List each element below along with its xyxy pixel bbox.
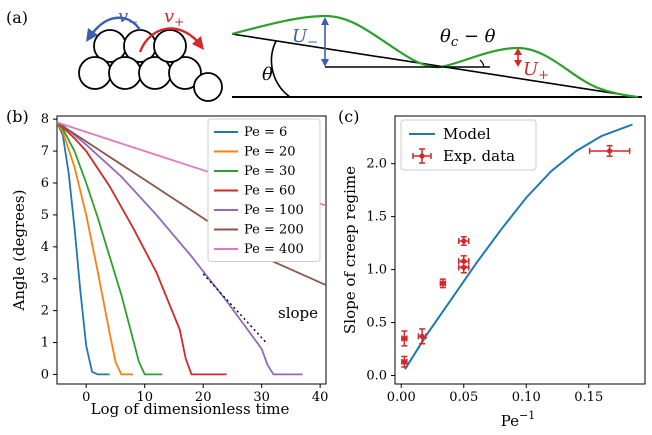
panel-a-label: (a) — [6, 8, 28, 27]
data-point — [588, 144, 631, 158]
legend-entry: Exp. data — [443, 147, 515, 165]
data-point — [401, 355, 408, 368]
slope-indicator-line — [202, 273, 269, 345]
y-tick-label: 0.0 — [366, 369, 387, 384]
panel-b-ticks: 0 10 20 30 40 0 1 2 3 4 5 6 7 8 — [41, 112, 329, 405]
y-tick-label: 0 — [41, 367, 49, 382]
legend-entry: Pe = 200 — [244, 223, 304, 238]
legend-entry: Pe = 20 — [244, 145, 296, 160]
particle — [78, 56, 112, 90]
x-tick-label: 30 — [253, 390, 270, 405]
data-point — [401, 330, 408, 347]
panel-c-label: (c) — [338, 107, 359, 126]
legend-box — [207, 118, 321, 262]
x-tick-label: 0.10 — [512, 390, 541, 405]
panel-c-model — [404, 123, 633, 370]
y-tick-label: 3 — [41, 272, 49, 287]
y-tick-label: 1.5 — [366, 210, 387, 225]
panel-b-ylabel: Angle (degrees) — [10, 190, 28, 312]
legend-entry: Pe = 30 — [244, 164, 296, 179]
legend-entry: Model — [443, 125, 491, 143]
panel-c: (c) 0.00 0.05 0.10 0.15 0.0 0.5 1.0 1.5 2.0 Pe−1… — [338, 107, 646, 430]
legend-entry: Pe = 6 — [244, 125, 287, 140]
u-minus-arrowhead-top — [321, 17, 329, 25]
panel-c-ticks: 0.00 0.05 0.10 0.15 0.0 0.5 1.0 1.5 2.0 — [366, 157, 603, 405]
particle — [108, 56, 142, 90]
u-minus-arrowhead-bottom — [321, 59, 329, 67]
series-line-1 — [57, 121, 133, 376]
data-point — [458, 255, 470, 268]
model-curve — [404, 123, 633, 370]
panel-b-xlabel: Log of dimensionless time — [91, 400, 290, 418]
panel-b-legend: Pe = 6 Pe = 20 Pe = 30 Pe = 60 Pe = 100 Pe = … — [207, 118, 321, 262]
y-tick-label: 7 — [41, 144, 49, 159]
panel-b: (b) 0 10 20 30 40 0 1 2 3 4 5 6 7 8 slope Log of dime… — [6, 107, 328, 418]
particle-cluster — [78, 29, 223, 102]
y-tick-label: 5 — [41, 208, 49, 223]
x-tick-label: 20 — [195, 390, 212, 405]
legend-entry: Pe = 100 — [244, 203, 304, 218]
v-plus-arrow — [138, 27, 199, 53]
data-point — [417, 328, 427, 345]
v-plus-label: v+ — [164, 6, 184, 29]
x-tick-label: 0.15 — [574, 390, 603, 405]
x-tick-label: 0.00 — [387, 390, 416, 405]
x-tick-label: 40 — [312, 390, 329, 405]
theta-c-minus-theta-label: θc − θ — [440, 26, 496, 50]
y-tick-label: 4 — [41, 240, 49, 255]
panel-c-experiment — [401, 144, 631, 368]
v-plus-arrowhead — [192, 36, 204, 50]
y-tick-label: 6 — [41, 176, 49, 191]
legend-entry: Pe = 60 — [244, 184, 296, 199]
small-angle-arc — [479, 59, 485, 68]
x-tick-label: 0 — [82, 390, 90, 405]
u-plus-arrowhead-top — [514, 48, 522, 55]
legend-swatch — [412, 148, 432, 164]
series-line-0 — [57, 122, 110, 376]
v-minus-arrow — [91, 16, 142, 35]
slope-annotation: slope — [278, 304, 318, 322]
y-tick-label: 2 — [41, 304, 49, 319]
v-minus-arrowhead — [86, 28, 98, 42]
series-line-3 — [57, 121, 227, 376]
panel-c-ylabel: Slope of creep regime — [341, 166, 359, 334]
legend-box — [400, 119, 537, 171]
u-minus-label: U− — [292, 26, 318, 50]
panel-a: (a) v− v+ θ U− — [6, 6, 642, 102]
series-line-2 — [57, 121, 163, 376]
x-tick-label: 10 — [136, 390, 153, 405]
u-plus-label: U+ — [523, 59, 549, 83]
y-tick-label: 1.0 — [366, 263, 387, 278]
x-tick-label: 0.05 — [449, 390, 478, 405]
particle — [153, 29, 187, 63]
data-point — [458, 236, 470, 246]
particle — [168, 56, 202, 90]
particle — [193, 72, 223, 102]
y-tick-label: 8 — [41, 112, 49, 127]
u-plus-arrowhead-bottom — [514, 60, 522, 67]
data-point — [439, 278, 447, 289]
theta-label: θ — [262, 64, 273, 85]
y-tick-label: 0.5 — [366, 316, 387, 331]
panel-c-xlabel: Pe−1 — [501, 409, 536, 430]
v-minus-label: v− — [118, 6, 138, 29]
panel-c-legend: Model Exp. data — [400, 119, 537, 171]
panel-c-axes-frame — [394, 115, 646, 385]
panel-b-axes-frame — [56, 115, 327, 385]
legend-entry: Pe = 400 — [244, 242, 304, 257]
tilted-line — [231, 33, 639, 98]
y-tick-label: 2.0 — [366, 157, 387, 172]
panel-b-label: (b) — [6, 107, 29, 126]
y-tick-label: 1 — [41, 336, 49, 351]
angle-arc — [270, 40, 291, 98]
